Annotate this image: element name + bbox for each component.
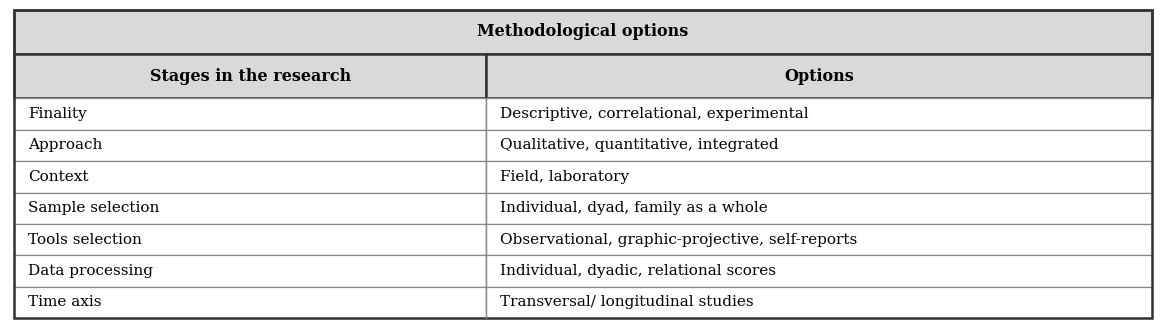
Bar: [486, 287, 1152, 318]
Bar: [486, 54, 1152, 98]
Text: Stages in the research: Stages in the research: [149, 68, 351, 85]
Bar: [14, 224, 486, 256]
Text: Transversal/ longitudinal studies: Transversal/ longitudinal studies: [500, 296, 754, 309]
Bar: [14, 130, 486, 161]
Bar: [14, 287, 486, 318]
Bar: [14, 256, 486, 287]
Text: Approach: Approach: [28, 138, 103, 153]
Text: Field, laboratory: Field, laboratory: [500, 170, 630, 184]
Bar: [486, 130, 1152, 161]
Text: Descriptive, correlational, experimental: Descriptive, correlational, experimental: [500, 107, 809, 121]
Text: Data processing: Data processing: [28, 264, 153, 278]
Bar: [14, 54, 486, 98]
Bar: [486, 256, 1152, 287]
Text: Observational, graphic-projective, self-reports: Observational, graphic-projective, self-…: [500, 233, 857, 247]
Bar: [486, 161, 1152, 193]
Text: Sample selection: Sample selection: [28, 201, 160, 215]
Bar: [14, 98, 486, 130]
Text: Methodological options: Methodological options: [477, 24, 689, 40]
Text: Context: Context: [28, 170, 89, 184]
Bar: [486, 98, 1152, 130]
Text: Individual, dyadic, relational scores: Individual, dyadic, relational scores: [500, 264, 777, 278]
Text: Time axis: Time axis: [28, 296, 101, 309]
Text: Tools selection: Tools selection: [28, 233, 142, 247]
Text: Qualitative, quantitative, integrated: Qualitative, quantitative, integrated: [500, 138, 779, 153]
Bar: [14, 161, 486, 193]
Bar: [14, 10, 1152, 54]
Text: Individual, dyad, family as a whole: Individual, dyad, family as a whole: [500, 201, 768, 215]
Bar: [14, 193, 486, 224]
Bar: [486, 193, 1152, 224]
Bar: [486, 224, 1152, 256]
Text: Options: Options: [785, 68, 854, 85]
Text: Finality: Finality: [28, 107, 86, 121]
